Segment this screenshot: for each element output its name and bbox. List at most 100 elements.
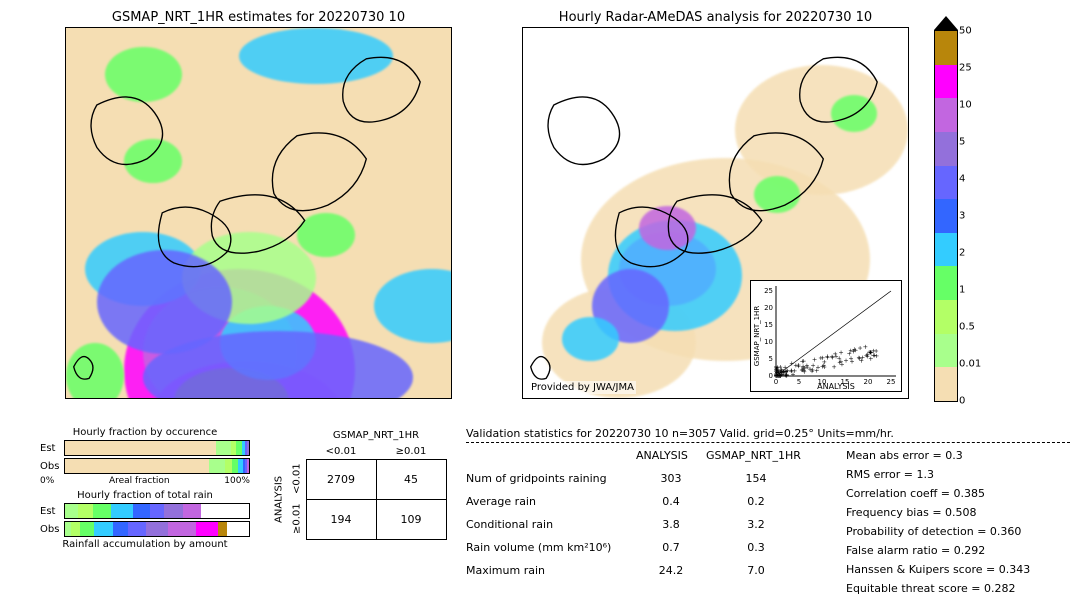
attribution-text: Provided by JWA/JMA <box>529 381 636 394</box>
val-col2: GSMAP_NRT_1HR <box>706 449 806 462</box>
cont-lt-col: <0.01 <box>306 443 376 459</box>
bar-segment <box>218 522 227 536</box>
bar-segment <box>94 522 112 536</box>
right-map-title: Hourly Radar-AMeDAS analysis for 2022073… <box>522 10 909 25</box>
val-row-a: 24.2 <box>636 564 706 577</box>
stat-line: RMS error = 1.3 <box>846 468 1030 481</box>
val-row-a: 303 <box>636 472 706 485</box>
val-row-a: 0.4 <box>636 495 706 508</box>
colorbar-segment <box>935 132 957 166</box>
cont-ge-row: ≥0.01 <box>288 499 306 539</box>
colorbar-tick: 25 <box>959 63 972 74</box>
svg-text:5: 5 <box>769 355 773 363</box>
right-map-panel: Hourly Radar-AMeDAS analysis for 2022073… <box>522 10 909 402</box>
cont-col-header: GSMAP_NRT_1HR <box>306 427 446 443</box>
cont-row-header: ANALYSIS <box>270 459 288 539</box>
svg-text:10: 10 <box>764 338 773 346</box>
colorbar-segment <box>935 65 957 99</box>
bar-segment <box>133 504 150 518</box>
bar-segment <box>71 522 80 536</box>
colorbar-segment <box>935 31 957 65</box>
colorbar-tick: 10 <box>959 100 972 111</box>
colorbar-tick: 0.01 <box>959 359 981 370</box>
bar-segment <box>225 459 232 473</box>
svg-text:15: 15 <box>764 321 773 329</box>
colorbar-tick: 5 <box>959 137 965 148</box>
svg-text:5: 5 <box>797 378 801 386</box>
colorbar-segment <box>935 166 957 200</box>
bar-segment <box>65 459 209 473</box>
stat-line: Equitable threat score = 0.282 <box>846 582 1030 595</box>
bar-segment <box>168 522 196 536</box>
cont-cell-2: 194 <box>306 499 377 540</box>
svg-text:25: 25 <box>764 287 773 295</box>
bar-segment <box>247 459 249 473</box>
stat-line: Hanssen & Kuipers score = 0.343 <box>846 563 1030 576</box>
cont-cell-3: 109 <box>376 499 447 540</box>
bar-segment <box>65 441 216 455</box>
occ-obs-bar <box>64 458 250 474</box>
val-row-label: Conditional rain <box>466 518 636 531</box>
svg-text:20: 20 <box>764 304 773 312</box>
colorbar: 502510543210.50.010 <box>934 30 958 402</box>
bar-segment <box>150 504 165 518</box>
colorbar-segment <box>935 266 957 300</box>
colorbar-segment <box>935 98 957 132</box>
val-row-b: 3.2 <box>706 518 806 531</box>
colorbar-tick: 50 <box>959 26 972 37</box>
stat-line: Probability of detection = 0.360 <box>846 525 1030 538</box>
val-row-label: Num of gridpoints raining <box>466 472 636 485</box>
obs-label: Obs <box>40 461 64 472</box>
val-row-label: Rain volume (mm km²10⁶) <box>466 541 636 554</box>
cont-cell-1: 45 <box>376 459 447 500</box>
bar-segment <box>146 522 168 536</box>
left-map-title: GSMAP_NRT_1HR estimates for 20220730 10 <box>65 10 452 25</box>
bar-segment <box>113 522 128 536</box>
axis-label: Areal fraction <box>109 476 170 486</box>
bar-segment <box>80 522 95 536</box>
rain-est-bar <box>64 503 250 519</box>
contingency-table: GSMAP_NRT_1HR <0.01 ≥0.01 ANALYSIS <0.01… <box>270 427 446 595</box>
val-row-a: 3.8 <box>636 518 706 531</box>
cont-ge-col: ≥0.01 <box>376 443 446 459</box>
colorbar-tick: 2 <box>959 248 965 259</box>
est-label-2: Est <box>40 506 64 517</box>
colorbar-tick: 4 <box>959 174 965 185</box>
bar-segment <box>128 522 146 536</box>
right-map: Provided by JWA/JMA ANALYSIS GSMAP_NRT_1… <box>522 27 909 399</box>
bar-segment <box>183 504 201 518</box>
stat-line: Frequency bias = 0.508 <box>846 506 1030 519</box>
validation-panel: Validation statistics for 20220730 10 n=… <box>466 427 1070 595</box>
bar-segment <box>164 504 182 518</box>
val-row-a: 0.7 <box>636 541 706 554</box>
cont-cell-0: 2709 <box>306 459 377 500</box>
est-label: Est <box>40 443 64 454</box>
svg-text:20: 20 <box>864 378 873 386</box>
val-row-label: Average rain <box>466 495 636 508</box>
stat-line: Correlation coeff = 0.385 <box>846 487 1030 500</box>
val-row-b: 0.3 <box>706 541 806 554</box>
colorbar-segment <box>935 199 957 233</box>
bar-segment <box>196 522 218 536</box>
scatter-ylabel: GSMAP_NRT_1HR <box>753 306 761 367</box>
svg-text:10: 10 <box>818 378 827 386</box>
svg-text:25: 25 <box>887 378 896 386</box>
colorbar-segment <box>935 300 957 334</box>
bar-segment <box>111 504 133 518</box>
val-col1: ANALYSIS <box>636 449 706 462</box>
bar-segment <box>65 504 78 518</box>
obs-label-2: Obs <box>40 524 64 535</box>
bar-segment <box>216 441 231 455</box>
scatter-inset: ANALYSIS GSMAP_NRT_1HR 0510152025 051015… <box>750 280 902 392</box>
accum-title: Rainfall accumulation by amount <box>40 539 250 550</box>
val-row-label: Maximum rain <box>466 564 636 577</box>
divider <box>466 442 1070 443</box>
colorbar-segment <box>935 367 957 401</box>
val-row-b: 154 <box>706 472 806 485</box>
val-row-b: 0.2 <box>706 495 806 508</box>
val-row-b: 7.0 <box>706 564 806 577</box>
colorbar-tick: 1 <box>959 285 965 296</box>
stat-line: False alarm ratio = 0.292 <box>846 544 1030 557</box>
cont-lt-row: <0.01 <box>288 459 306 499</box>
colorbar-arrow-icon <box>934 16 958 30</box>
